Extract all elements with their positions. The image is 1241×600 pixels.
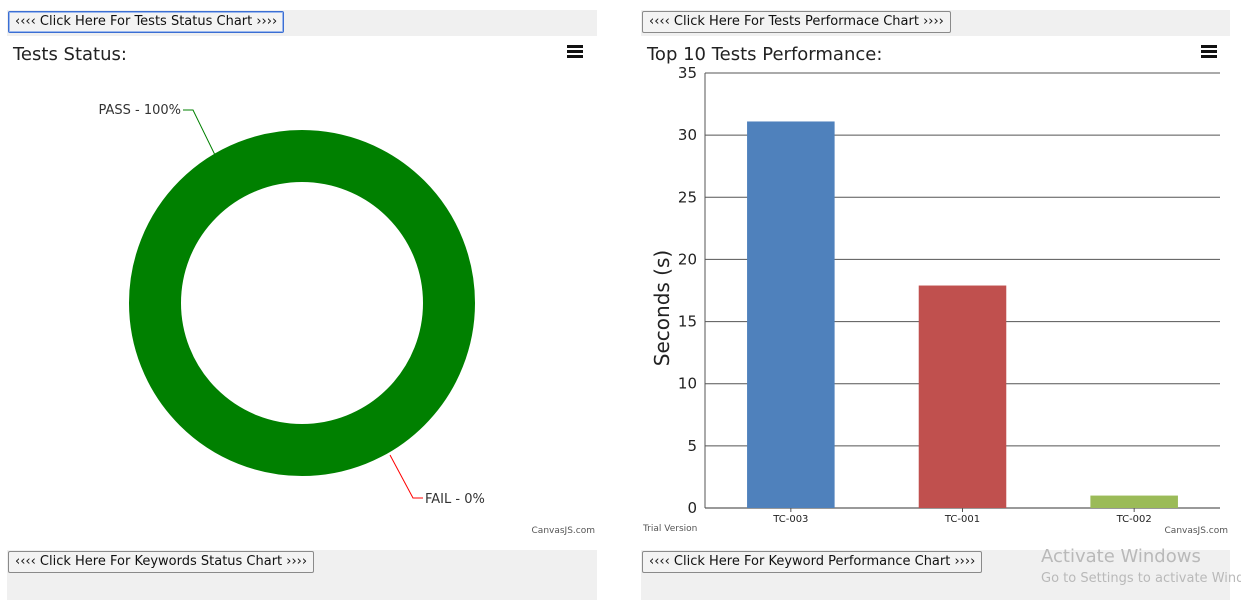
x-tick-label: TC-003: [772, 514, 808, 525]
tests-status-chart-button[interactable]: ‹‹‹‹ Click Here For Tests Status Chart ›…: [8, 11, 285, 33]
bar-tc-001[interactable]: [918, 285, 1007, 508]
left-top-button-bar: ‹‹‹‹ Click Here For Tests Status Chart ›…: [7, 10, 597, 36]
right-bottom-button-bar: ‹‹‹‹ Click Here For Keyword Performance …: [641, 550, 1230, 600]
pie-label-pass: PASS - 100%: [98, 103, 181, 118]
y-tick-label: 10: [678, 375, 697, 393]
x-tick-label: TC-002: [1116, 514, 1152, 525]
tests-performance-chart: Top 10 Tests Performance: 0 5 10 15 20 25 30 35…: [641, 36, 1230, 540]
pie-label-fail: FAIL - 0%: [425, 492, 485, 507]
tests-status-chart: Tests Status: PASS - 100% FAIL - 0% Canv…: [7, 36, 597, 540]
y-axis-title: Seconds (s): [650, 250, 674, 366]
canvasjs-credit[interactable]: CanvasJS.com: [531, 526, 595, 536]
right-top-button-bar: ‹‹‹‹ Click Here For Tests Performace Cha…: [641, 10, 1230, 36]
keywords-status-chart-button[interactable]: ‹‹‹‹ Click Here For Keywords Status Char…: [8, 551, 315, 573]
pie-slice-pass[interactable]: [129, 130, 475, 476]
x-tick-label: TC-001: [944, 514, 980, 525]
y-tick-label: 15: [678, 313, 697, 331]
y-tick-label: 0: [687, 499, 697, 517]
tests-performance-title: Top 10 Tests Performance:: [647, 44, 883, 65]
tests-performance-chart-button[interactable]: ‹‹‹‹ Click Here For Tests Performace Cha…: [642, 11, 951, 33]
y-tick-label: 5: [687, 437, 697, 455]
doughnut-chart: PASS - 100% FAIL - 0%: [98, 103, 485, 507]
y-tick-label: 35: [678, 64, 697, 82]
y-tick-label: 20: [678, 250, 697, 268]
bar-tc-003[interactable]: [747, 121, 835, 508]
y-tick-label: 30: [678, 126, 697, 144]
canvasjs-credit[interactable]: CanvasJS.com: [1164, 526, 1228, 536]
hamburger-menu-icon[interactable]: [1201, 45, 1217, 59]
trial-version-label: Trial Version: [643, 524, 698, 534]
bar-chart: 0 5 10 15 20 25 30 35 TC-003 TC-001 TC-002 Seconds…: [650, 64, 1220, 525]
pie-label-line-fail: [389, 454, 423, 499]
keyword-performance-chart-button[interactable]: ‹‹‹‹ Click Here For Keyword Performance …: [642, 551, 983, 573]
hamburger-menu-icon[interactable]: [567, 45, 583, 59]
left-bottom-button-bar: ‹‹‹‹ Click Here For Keywords Status Char…: [7, 550, 597, 600]
pie-label-line-pass: [183, 109, 216, 156]
tests-status-title: Tests Status:: [13, 44, 127, 65]
y-tick-label: 25: [678, 188, 697, 206]
bar-tc-002[interactable]: [1090, 495, 1178, 508]
